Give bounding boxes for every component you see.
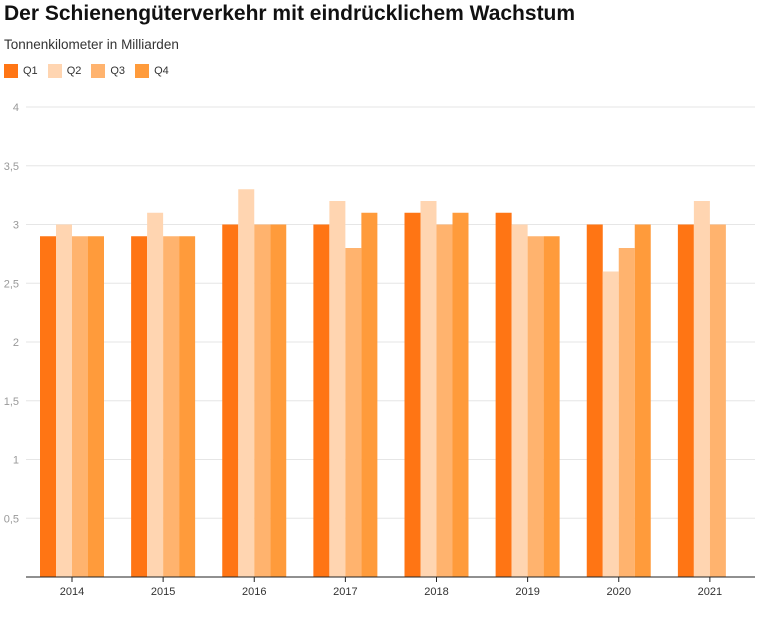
chart-legend: Q1 Q2 Q3 Q4 bbox=[4, 64, 179, 78]
legend-swatch bbox=[135, 64, 150, 78]
bar-2019-q1[interactable] bbox=[495, 212, 512, 577]
bar-2015-q4[interactable] bbox=[179, 236, 196, 577]
y-tick-label: 3 bbox=[13, 220, 19, 232]
bar-2020-q1[interactable] bbox=[586, 224, 603, 578]
bar-2019-q2[interactable] bbox=[511, 224, 528, 578]
bar-2019-q3[interactable] bbox=[527, 236, 544, 577]
x-tick-label: 2019 bbox=[515, 586, 539, 598]
x-axis: 2014 2015 2016 2017 2018 2019 2020 2021 bbox=[26, 576, 755, 598]
legend-label: Q1 bbox=[23, 65, 38, 77]
bar-2018-q4[interactable] bbox=[452, 212, 469, 577]
chart-subtitle: Tonnenkilometer in Milliarden bbox=[4, 37, 179, 52]
bar-2016-q4[interactable] bbox=[270, 224, 287, 578]
x-tick-label: 2015 bbox=[151, 586, 175, 598]
legend-item-q3: Q3 bbox=[91, 64, 125, 78]
bar-2014-q4[interactable] bbox=[88, 236, 104, 577]
bar-2014-q1[interactable] bbox=[40, 236, 56, 577]
bar-2014-q2[interactable] bbox=[56, 224, 72, 578]
x-tick-label: 2014 bbox=[60, 586, 84, 598]
legend-item-q2: Q2 bbox=[47, 64, 82, 78]
x-tick-label: 2020 bbox=[607, 586, 631, 598]
legend-label: Q3 bbox=[110, 65, 126, 77]
y-tick-label: 2 bbox=[13, 337, 19, 349]
y-tick-label: 3,5 bbox=[4, 161, 19, 173]
y-tick-label: 0,5 bbox=[4, 513, 19, 525]
bar-2015-q3[interactable] bbox=[163, 236, 180, 577]
legend-swatch bbox=[4, 64, 18, 78]
bar-2018-q1[interactable] bbox=[404, 212, 421, 577]
chart-title: Der Schienengüterverkehr mit eindrücklic… bbox=[4, 2, 576, 25]
bar-2018-q3[interactable] bbox=[436, 224, 453, 578]
bar-2021-q1[interactable] bbox=[677, 224, 694, 578]
bar-2015-q1[interactable] bbox=[131, 236, 148, 577]
legend-swatch bbox=[47, 64, 62, 78]
y-tick-label: 1 bbox=[13, 455, 19, 467]
bar-2017-q4[interactable] bbox=[361, 212, 378, 577]
y-axis-ticks: 0,5 1 1,5 2 2,5 3 3,5 4 bbox=[4, 102, 19, 525]
bar-2019-q4[interactable] bbox=[543, 236, 560, 577]
y-tick-label: 2,5 bbox=[4, 278, 19, 290]
legend-item-q4: Q4 bbox=[135, 64, 169, 78]
bar-2020-q4[interactable] bbox=[634, 224, 651, 578]
legend-label: Q2 bbox=[66, 65, 82, 77]
bar-2017-q2[interactable] bbox=[329, 201, 346, 577]
legend-item-q1: Q1 bbox=[4, 64, 38, 78]
y-tick-label: 1,5 bbox=[4, 396, 19, 408]
y-tick-label: 4 bbox=[13, 102, 19, 114]
x-tick-label: 2021 bbox=[698, 586, 722, 598]
legend-label: Q4 bbox=[154, 65, 169, 77]
bar-2020-q3[interactable] bbox=[618, 248, 635, 577]
bar-2016-q2[interactable] bbox=[238, 189, 255, 577]
bar-2016-q1[interactable] bbox=[222, 224, 239, 578]
legend-swatch bbox=[91, 64, 106, 78]
bar-2016-q3[interactable] bbox=[254, 224, 271, 578]
bars bbox=[40, 189, 726, 577]
bar-2021-q2[interactable] bbox=[693, 201, 710, 577]
bar-2018-q2[interactable] bbox=[420, 201, 437, 577]
bar-2017-q1[interactable] bbox=[313, 224, 330, 578]
x-tick-label: 2016 bbox=[242, 586, 266, 598]
bar-2015-q2[interactable] bbox=[147, 212, 164, 577]
x-tick-label: 2018 bbox=[424, 586, 448, 598]
bar-2017-q3[interactable] bbox=[345, 248, 362, 577]
bar-2014-q3[interactable] bbox=[72, 236, 88, 577]
bar-2021-q3[interactable] bbox=[709, 224, 726, 578]
x-tick-label: 2017 bbox=[333, 586, 357, 598]
bar-2020-q2[interactable] bbox=[602, 271, 619, 578]
